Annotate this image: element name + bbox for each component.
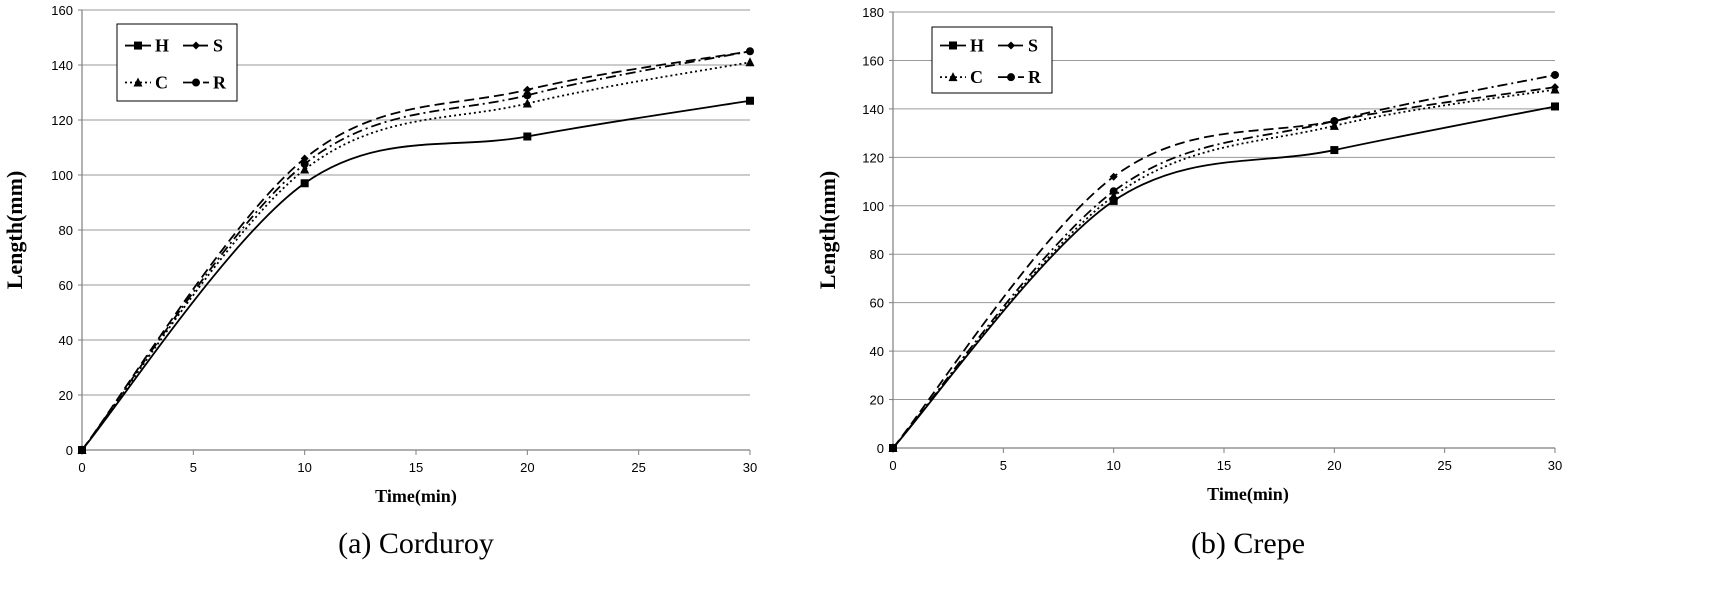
y-tick-label: 40 (59, 333, 73, 348)
data-point-s (523, 85, 532, 94)
x-tick-label: 30 (1548, 458, 1562, 473)
y-tick-label: 0 (877, 441, 884, 456)
y-tick-label: 100 (862, 199, 884, 214)
x-tick-label: 25 (631, 460, 645, 475)
legend-marker-s (192, 41, 200, 50)
data-point-r (300, 160, 309, 168)
x-tick-label: 0 (78, 460, 85, 475)
y-tick-label: 0 (66, 443, 73, 458)
x-tick-label: 20 (520, 460, 534, 475)
data-point-h (1551, 102, 1559, 111)
legend-label-s: S (213, 36, 223, 56)
data-point-h (1109, 196, 1118, 205)
series-line-r (81, 50, 751, 451)
y-tick-label: 160 (51, 3, 73, 18)
x-tick-label: 10 (1106, 458, 1120, 473)
data-point-c (1109, 191, 1119, 201)
legend-marker-r (192, 78, 200, 87)
data-point-c (1550, 84, 1560, 94)
legend-marker-r (1007, 73, 1015, 82)
x-axis-title: Time(min) (1207, 484, 1289, 505)
y-tick-label: 60 (870, 296, 884, 311)
y-tick-label: 60 (59, 278, 73, 293)
series-line-r (892, 74, 1556, 449)
y-tick-label: 140 (862, 102, 884, 117)
data-point-s (300, 154, 309, 163)
data-point-c (522, 98, 532, 108)
x-tick-label: 15 (1217, 458, 1231, 473)
data-point-r (1109, 187, 1118, 196)
legend-label-c: C (155, 73, 168, 93)
legend-marker-s (1007, 41, 1015, 50)
x-axis-title: Time(min) (375, 486, 457, 507)
series-line-c (892, 88, 1556, 449)
legend-box (116, 23, 238, 102)
y-tick-label: 40 (870, 344, 884, 359)
series-line-c (81, 61, 751, 451)
legend-marker-c (948, 72, 958, 82)
data-point-r (1551, 70, 1559, 79)
x-tick-label: 10 (297, 460, 311, 475)
legend-marker-h (134, 41, 142, 50)
y-tick-label: 140 (51, 58, 73, 73)
legend-marker-h (949, 41, 957, 50)
data-point-r (889, 444, 897, 452)
y-tick-label: 20 (59, 388, 73, 403)
data-point-h (746, 96, 754, 105)
legend-label-c: C (970, 67, 983, 87)
chart-crepe: 0 20 40 60 80 100 120 140 160 180 0 5 10 15 20 25 30 Leng… (815, 5, 1562, 560)
y-tick-label: 20 (870, 393, 884, 408)
legend: H S C R (116, 23, 238, 102)
legend: H S C R (931, 26, 1053, 94)
legend-marker-c (133, 77, 143, 87)
y-axis-title: Length(mm) (815, 171, 840, 290)
data-point-r (523, 91, 532, 100)
y-tick-label: 120 (862, 150, 884, 165)
x-tick-label: 30 (743, 460, 757, 475)
series-line-s (892, 86, 1556, 449)
x-tick-label: 20 (1327, 458, 1341, 473)
legend-box (931, 26, 1053, 94)
data-point-h (1330, 146, 1339, 155)
data-point-r (1330, 117, 1339, 125)
data-point-r (746, 47, 754, 56)
legend-label-r: R (213, 73, 227, 93)
legend-label-r: R (1028, 67, 1042, 87)
y-tick-label: 80 (59, 223, 73, 238)
y-tick-label: 100 (51, 168, 73, 183)
data-point-h (523, 132, 532, 141)
chart-corduroy: 0 20 40 60 80 100 120 140 160 0 5 10 15 20 25 30 Length(… (2, 3, 757, 560)
data-point-c (1329, 120, 1339, 130)
data-point-c (300, 164, 310, 174)
x-tick-label: 15 (409, 460, 423, 475)
y-axis-title: Length(mm) (2, 171, 27, 290)
y-tick-label: 160 (862, 53, 884, 68)
legend-label-s: S (1028, 35, 1038, 55)
x-tick-label: 5 (1000, 458, 1007, 473)
x-tick-label: 0 (889, 458, 896, 473)
data-point-h (300, 179, 309, 188)
y-tick-label: 120 (51, 113, 73, 128)
series-line-s (81, 50, 751, 451)
legend-label-h: H (155, 36, 169, 56)
y-tick-label: 80 (870, 247, 884, 262)
data-point-r (78, 446, 86, 454)
x-tick-label: 5 (190, 460, 197, 475)
chart-caption: (a) Corduroy (338, 527, 494, 560)
data-point-s (1109, 172, 1118, 181)
chart-caption: (b) Crepe (1191, 527, 1305, 560)
x-tick-label: 25 (1437, 458, 1451, 473)
series-line-h (81, 99, 751, 451)
data-point-c (745, 57, 755, 67)
y-tick-label: 180 (862, 5, 884, 20)
legend-label-h: H (970, 35, 984, 55)
